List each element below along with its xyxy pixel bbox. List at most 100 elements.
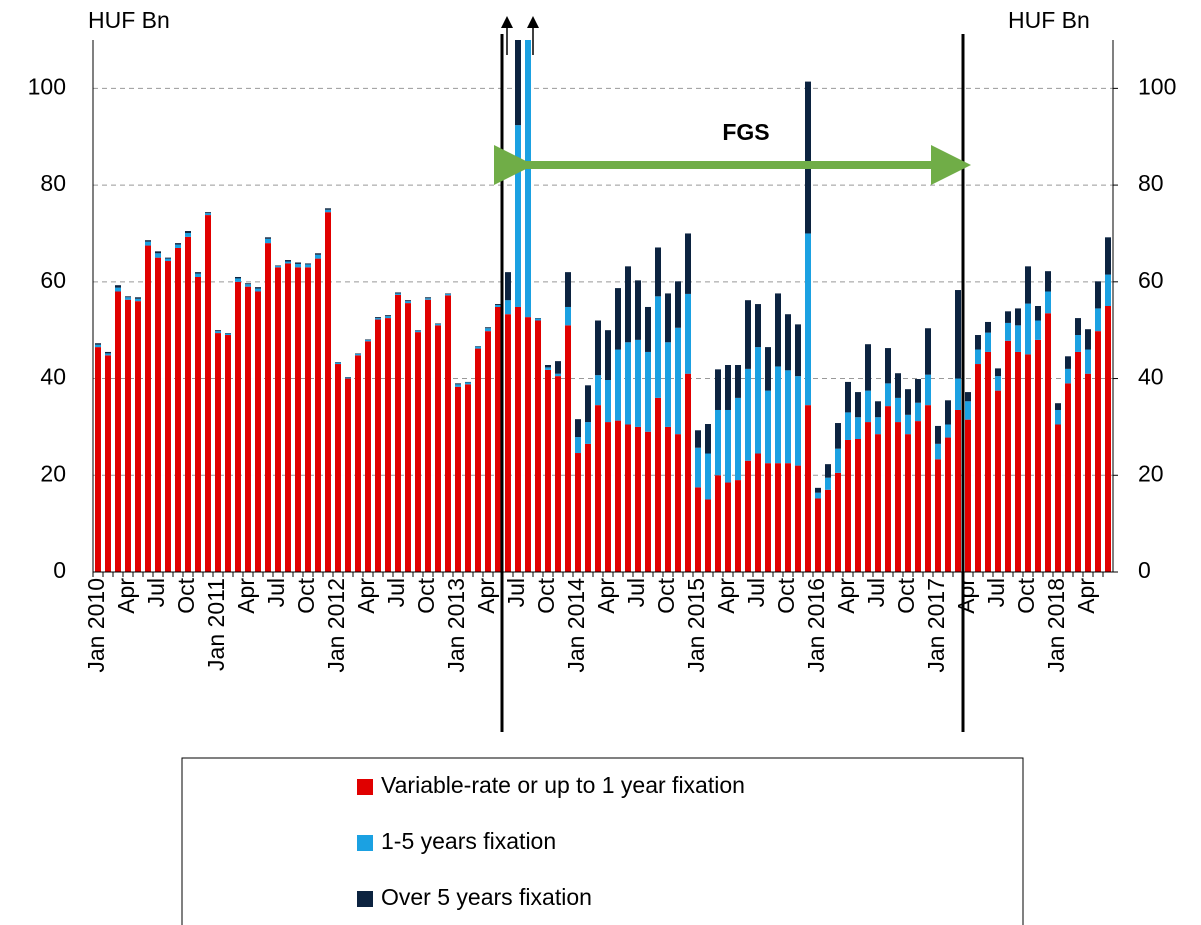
bar-segment [295, 262, 301, 264]
bar-segment [145, 240, 151, 242]
bar-segment [185, 231, 191, 233]
bar-segment [775, 366, 781, 464]
x-tick-label: Apr [953, 578, 979, 614]
bar-segment [175, 247, 181, 572]
bar-segment [745, 460, 751, 572]
bar-segment [645, 351, 651, 432]
x-tick-label: Jul [983, 578, 1009, 607]
bar-segment [285, 263, 291, 572]
bar-segment [305, 267, 311, 572]
bar-segment [1075, 335, 1081, 352]
bar-segment [235, 276, 241, 279]
bar-segment [1085, 349, 1091, 374]
bar-segment [175, 243, 181, 245]
y2-tick-label: 100 [1138, 73, 1176, 99]
bar-segment [215, 330, 221, 332]
bar-segment [955, 409, 961, 572]
legend-items: Variable-rate or up to 1 year fixation 1-… [357, 772, 745, 910]
bar-segment [325, 208, 331, 210]
bar-segment [365, 339, 371, 342]
bar-segment [935, 425, 941, 444]
bar-segment [815, 492, 821, 499]
bar-segment [735, 480, 741, 572]
x-tick-label: Jul [263, 578, 289, 607]
bar-segment [335, 362, 341, 365]
bar-segment [775, 293, 781, 367]
x-tick-label: Apr [353, 578, 379, 614]
y-axis-title: HUF Bn [88, 7, 170, 33]
bar-segment [1055, 424, 1061, 572]
bar-segment [265, 237, 271, 239]
bar-segment [825, 489, 831, 572]
bar-segment [205, 212, 211, 214]
bar-segment [935, 443, 941, 460]
bar-segment [845, 381, 851, 413]
bar-segment [425, 297, 431, 299]
grid [93, 87, 1113, 476]
bar-segment [585, 443, 591, 572]
bar-segment [125, 296, 131, 298]
bar-segment [965, 401, 971, 420]
bar-segment [825, 477, 831, 490]
bar-segment [1015, 351, 1021, 572]
bar-segment [155, 253, 161, 258]
bar-segment [985, 321, 991, 333]
bar-segment [265, 243, 271, 572]
legend-swatch [357, 891, 373, 907]
x-tick-label: Jan 2016 [803, 578, 829, 673]
bar-segment [555, 373, 561, 377]
bar-segment [705, 499, 711, 572]
bar-segment [1095, 308, 1101, 332]
bar-segment [235, 281, 241, 572]
bar-segment [965, 392, 971, 402]
x-tick-label: Jan 2010 [83, 578, 109, 673]
bar-segment [815, 487, 821, 493]
bar-segment [245, 286, 251, 572]
bar-segment [925, 328, 931, 375]
bar-segment [855, 439, 861, 572]
bar-segment [155, 257, 161, 572]
bar-segment [105, 355, 111, 572]
x-tick-label: Jul [623, 578, 649, 607]
bar-segment [1105, 274, 1111, 306]
bar-segment [525, 40, 531, 318]
bar-segment [985, 332, 991, 352]
x-tick-label: Apr [473, 578, 499, 614]
x-tick-label: Apr [713, 578, 739, 614]
bar-segment [695, 487, 701, 572]
bar-segment [285, 261, 291, 264]
bar-segment [585, 385, 591, 423]
bar-segment [875, 417, 881, 435]
bar-segment [615, 349, 621, 421]
bar-segment [655, 247, 661, 297]
bar-segment [905, 414, 911, 435]
bar-segment [475, 348, 481, 572]
bar-segment [545, 369, 551, 572]
bar-segment [745, 300, 751, 369]
bar-segment [185, 232, 191, 237]
bar-segment [1085, 329, 1091, 350]
bar-segment [1105, 306, 1111, 572]
bar-segment [375, 319, 381, 572]
bar-segment [595, 320, 601, 376]
bar-segment [875, 401, 881, 418]
bar-segment [1005, 340, 1011, 572]
y2-axis-title: HUF Bn [1008, 7, 1090, 33]
bar-segment [635, 426, 641, 572]
bar-segment [955, 378, 961, 410]
bar-segment [1075, 351, 1081, 572]
bar-segment [105, 353, 111, 356]
bar-segment [115, 291, 121, 572]
bar-segment [1085, 373, 1091, 572]
bar-segment [425, 298, 431, 300]
x-tick-label: Oct [533, 577, 559, 613]
bar-segment [1015, 308, 1021, 326]
bar-segment [615, 420, 621, 572]
bar-segment [145, 245, 151, 572]
bar-segment [695, 430, 701, 448]
bar-segment [215, 331, 221, 334]
bar-segment [345, 377, 351, 379]
bar-segment [685, 373, 691, 572]
bar-segment [645, 431, 651, 572]
bar-segment [465, 384, 471, 572]
